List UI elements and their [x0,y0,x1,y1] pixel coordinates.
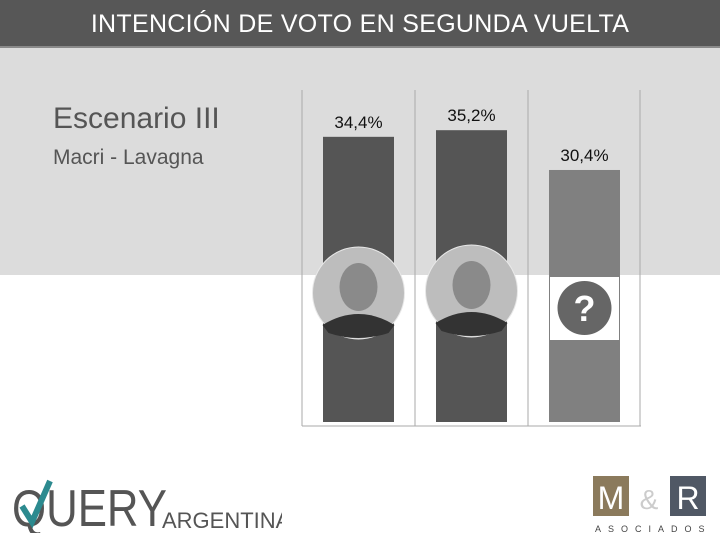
mr-asociados-logo: M & R ASOCIADOS [593,476,712,534]
header-divider [0,46,720,48]
suit-icon [435,312,508,336]
data-label: 35,2% [447,106,495,125]
data-label: 30,4% [560,146,608,165]
suit-icon [322,314,395,338]
face-icon [339,263,378,311]
question-circle-icon [557,281,612,335]
page-title: INTENCIÓN DE VOTO EN SEGUNDA VUELTA [0,0,720,46]
query-argentina-logo: QUERY ARGENTINA [12,479,282,533]
svg-text:QUERY: QUERY [12,480,167,533]
question-mark-icon: ? [574,288,596,329]
svg-text:ASOCIADOS: ASOCIADOS [595,524,712,534]
scenario-subtitle: Macri - Lavagna [53,146,204,169]
svg-text:M: M [598,480,625,516]
svg-text:R: R [676,480,699,516]
face-icon [452,261,491,309]
svg-text:ARGENTINA: ARGENTINA [162,508,282,533]
svg-text:&: & [640,484,659,515]
scenario-title: Escenario III [53,102,220,135]
data-label: 34,4% [334,113,382,132]
